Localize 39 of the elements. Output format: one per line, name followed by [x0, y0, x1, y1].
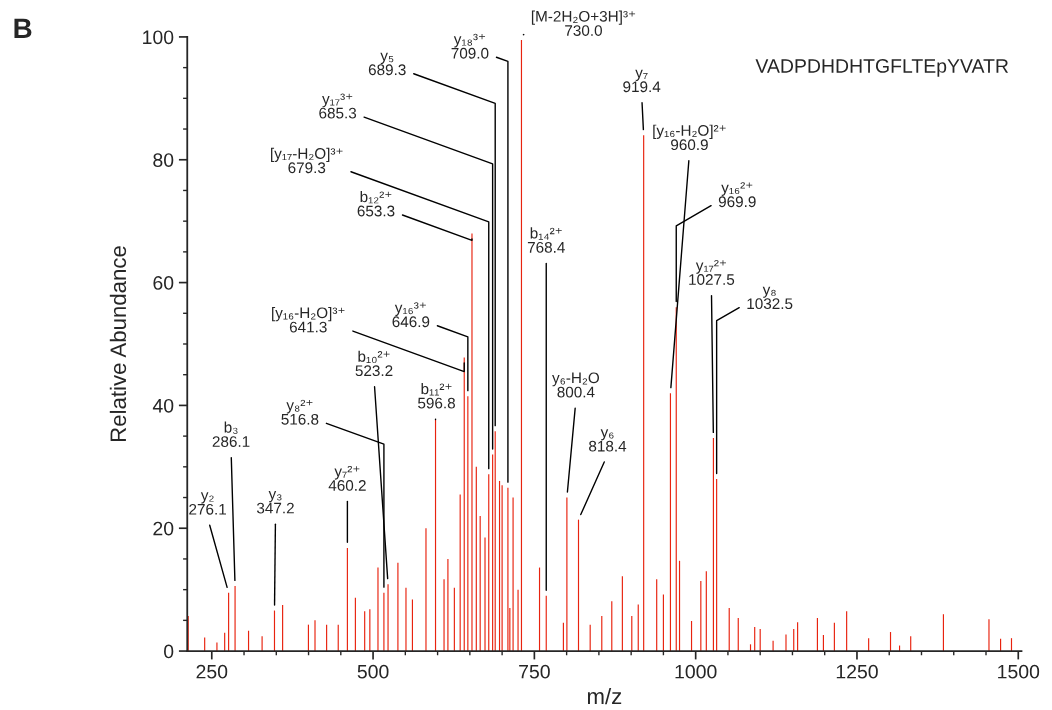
x-tick-label: 1000 [675, 664, 717, 679]
y-axis-title: Relative Abundance [109, 246, 127, 442]
annotation: b₁₀²⁺ 523.2 [355, 350, 393, 377]
annotation: y₆ 818.4 [589, 429, 627, 452]
annotation: [M-2H₂O+3H]³⁺ 730.0 [531, 10, 636, 36]
annotation: y₇²⁺ 460.2 [328, 465, 366, 491]
annotation: VADPDHDHTGFLTEpYVATR [755, 59, 1009, 77]
x-axis-title: m/z [587, 687, 622, 705]
x-tick-label: 750 [519, 664, 550, 679]
y-tick-label: 60 [153, 276, 174, 290]
annotation: y₃ 347.2 [256, 491, 294, 514]
annotation: b₁₄²⁺ 768.4 [527, 227, 565, 253]
annotation: y₁₇²⁺ 1027.5 [689, 259, 735, 285]
annotation: y₂ 276.1 [189, 492, 226, 515]
annotation: y₆-H₂O 800.4 [552, 372, 600, 398]
annotation: [y₁₆-H₂O]²⁺ 960.9 [653, 124, 726, 151]
annotation: [y₁₆-H₂O]³⁺ 641.3 [272, 307, 345, 333]
y-tick-label: 40 [152, 398, 174, 413]
annotation: b₃ 286.1 [212, 421, 250, 447]
y-tick-label: 100 [143, 30, 174, 45]
annotation: b₁₂²⁺ 653.3 [357, 190, 395, 217]
x-tick-label: 250 [196, 664, 228, 679]
annotation: y₁₈³⁺ 709.0 [451, 33, 489, 59]
annotation: y₁₆²⁺ 969.9 [718, 182, 756, 208]
y-tick-label: 80 [153, 153, 174, 167]
annotation: y₇ 919.4 [623, 69, 661, 93]
y-tick-label: 20 [153, 521, 174, 536]
text: B [14, 18, 32, 38]
annotation: y₁₆³⁺ 646.9 [392, 302, 430, 328]
annotation: y₈ 1032.5 [747, 286, 793, 310]
y-tick-label: 0 [164, 644, 174, 659]
annotation: y₈²⁺ 516.8 [281, 399, 319, 425]
annotation: [y₁₇-H₂O]³⁺ 679.3 [271, 147, 343, 174]
x-tick-label: 500 [357, 664, 389, 679]
annotation: y₁₇³⁺ 685.3 [319, 93, 357, 119]
x-tick-label: 1500 [998, 664, 1040, 679]
annotation: y₅ 689.3 [368, 52, 406, 76]
annotation: b₁₁²⁺ 596.8 [418, 383, 455, 409]
x-tick-label: 1250 [836, 664, 878, 679]
